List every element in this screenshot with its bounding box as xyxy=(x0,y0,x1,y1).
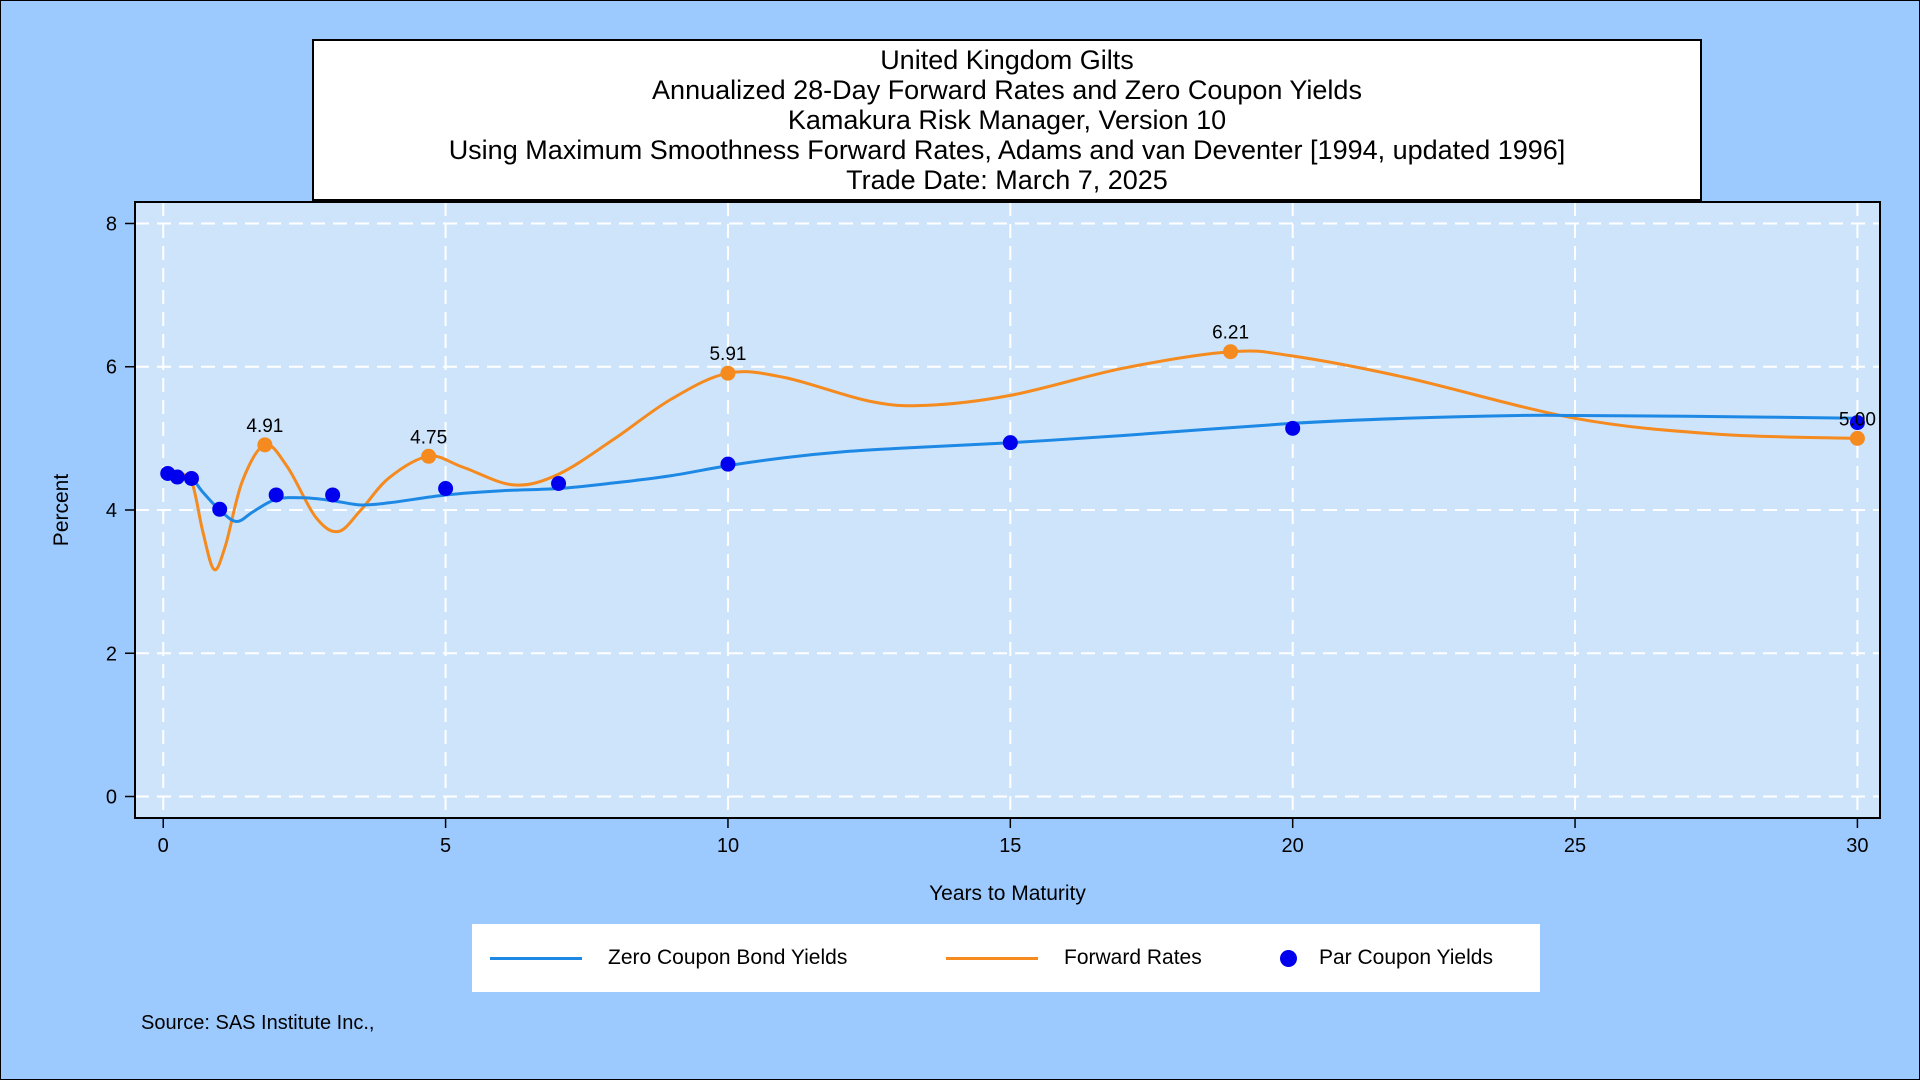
data-label: 4.75 xyxy=(410,427,447,448)
forward-rate-point xyxy=(257,437,273,453)
legend-label-par: Par Coupon Yields xyxy=(1319,946,1493,969)
par-coupon-point xyxy=(720,456,736,472)
forward-rates-line xyxy=(176,349,1858,572)
y-tick-label: 2 xyxy=(106,643,117,665)
title-line-4: Using Maximum Smoothness Forward Rates, … xyxy=(448,135,1566,165)
y-tick-label: 8 xyxy=(106,213,117,235)
title-line-2: Annualized 28-Day Forward Rates and Zero… xyxy=(652,75,1362,105)
zero-coupon-yields-line xyxy=(163,413,1858,523)
par-coupon-point xyxy=(438,481,454,497)
data-label: 5.91 xyxy=(709,344,746,365)
source-note: Source: SAS Institute Inc., xyxy=(141,1012,375,1034)
x-tick-label: 15 xyxy=(999,835,1021,857)
par-coupon-point xyxy=(1285,420,1301,436)
data-label: 4.91 xyxy=(246,416,283,437)
legend-swatch-forward xyxy=(946,956,1038,960)
data-label: 6.21 xyxy=(1212,323,1249,344)
legend: Zero Coupon Bond Yields Forward Rates Pa… xyxy=(472,924,1540,992)
title-line-1: United Kingdom Gilts xyxy=(880,45,1134,75)
data-label: 5.00 xyxy=(1839,409,1876,430)
x-tick-label: 30 xyxy=(1846,835,1868,857)
title-line-5: Trade Date: March 7, 2025 xyxy=(846,165,1168,195)
x-tick-label: 25 xyxy=(1564,835,1586,857)
legend-item-par: Par Coupon Yields xyxy=(1280,924,1493,992)
x-tick-label: 5 xyxy=(440,835,451,857)
par-coupon-point xyxy=(183,470,199,486)
legend-swatch-zero-coupon xyxy=(490,956,582,960)
legend-label-zero-coupon: Zero Coupon Bond Yields xyxy=(608,946,848,969)
forward-rate-point xyxy=(421,448,437,464)
par-coupon-point xyxy=(268,487,284,503)
par-coupon-point xyxy=(169,469,185,485)
x-axis-label: Years to Maturity xyxy=(929,882,1086,905)
legend-item-zero-coupon: Zero Coupon Bond Yields xyxy=(490,924,847,992)
y-axis-label: Percent xyxy=(50,474,73,547)
forward-rate-point xyxy=(720,365,736,381)
x-tick-label: 20 xyxy=(1282,835,1304,857)
par-coupon-point xyxy=(1002,435,1018,451)
y-tick-label: 0 xyxy=(106,787,117,809)
par-coupon-point xyxy=(1849,415,1865,431)
forward-rate-point xyxy=(1223,344,1239,360)
forward-rate-point xyxy=(1849,430,1865,446)
y-tick-label: 6 xyxy=(106,357,117,379)
x-tick-label: 10 xyxy=(717,835,739,857)
par-coupon-point xyxy=(551,475,567,491)
title-line-3: Kamakura Risk Manager, Version 10 xyxy=(787,105,1227,135)
par-coupon-point xyxy=(325,487,341,503)
par-coupon-point xyxy=(212,501,228,517)
legend-swatch-par xyxy=(1280,949,1297,967)
y-tick-label: 4 xyxy=(106,500,117,522)
legend-label-forward: Forward Rates xyxy=(1064,946,1202,969)
chart-title-box: United Kingdom Gilts Annualized 28-Day F… xyxy=(312,39,1702,201)
legend-item-forward: Forward Rates xyxy=(946,924,1202,992)
x-tick-label: 0 xyxy=(158,835,169,857)
